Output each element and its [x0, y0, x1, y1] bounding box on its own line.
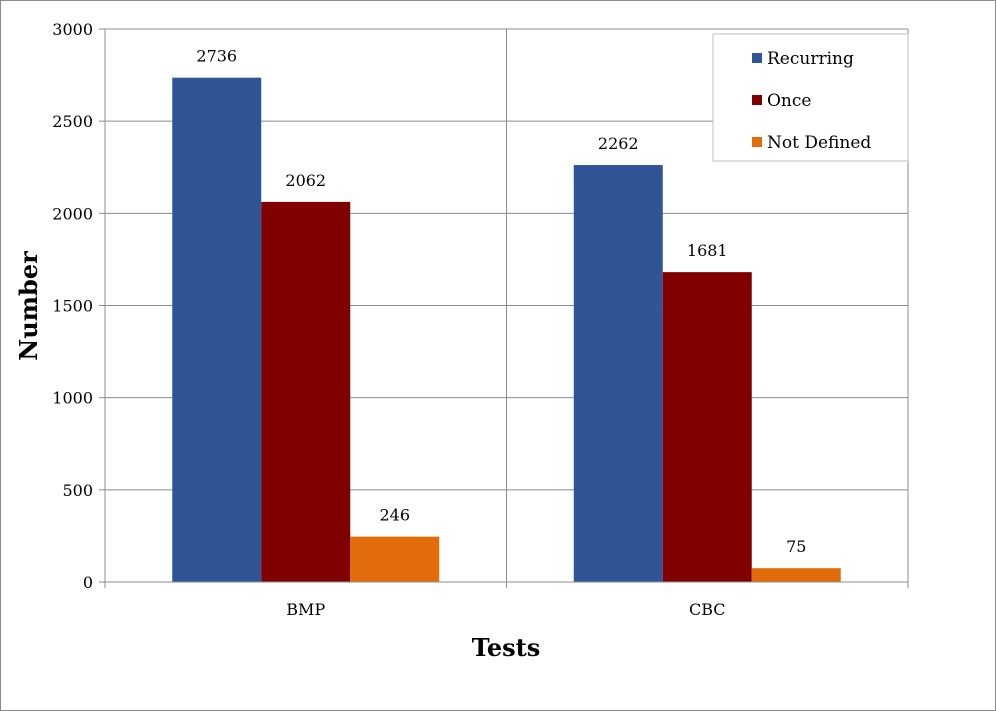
legend: Recurring Once Not Defined	[712, 33, 909, 162]
bar-recurring	[172, 77, 262, 582]
x-tick-label: BMP	[286, 600, 325, 619]
legend-label: Recurring	[767, 49, 854, 69]
y-tick-label: 2000	[52, 204, 93, 223]
data-labels: 2736 2262 2062 1681 246 75	[196, 47, 806, 557]
data-label: 75	[786, 537, 806, 556]
legend-swatch	[752, 95, 762, 105]
y-tick-label: 1000	[52, 389, 93, 408]
y-tick-label: 500	[62, 481, 93, 500]
data-label: 2736	[196, 47, 237, 66]
legend-label: Not Defined	[767, 133, 871, 153]
x-tick-label: CBC	[689, 600, 726, 619]
bars	[172, 77, 841, 582]
y-axis-title: Number	[14, 251, 43, 361]
y-tick-label: 1500	[52, 297, 93, 316]
axes: 0 500 1000 1500 2000 2500 3000 BMP CBC	[52, 20, 909, 619]
data-label: 1681	[687, 241, 728, 260]
data-label: 246	[379, 506, 410, 525]
bar-once	[261, 201, 351, 582]
data-label: 2262	[598, 134, 639, 153]
legend-label: Once	[767, 91, 811, 111]
bar-recurring	[573, 165, 663, 582]
bar-not-defined	[350, 536, 440, 582]
legend-swatch	[752, 137, 762, 147]
y-tick-label: 2500	[52, 112, 93, 131]
x-axis-title: Tests	[472, 633, 540, 662]
bar-once	[662, 272, 752, 582]
legend-swatch	[752, 53, 762, 63]
bar-not-defined	[751, 568, 841, 582]
y-tick-label: 0	[83, 573, 93, 592]
legend-box	[712, 33, 909, 162]
y-tick-label: 3000	[52, 20, 93, 39]
data-label: 2062	[285, 171, 326, 190]
